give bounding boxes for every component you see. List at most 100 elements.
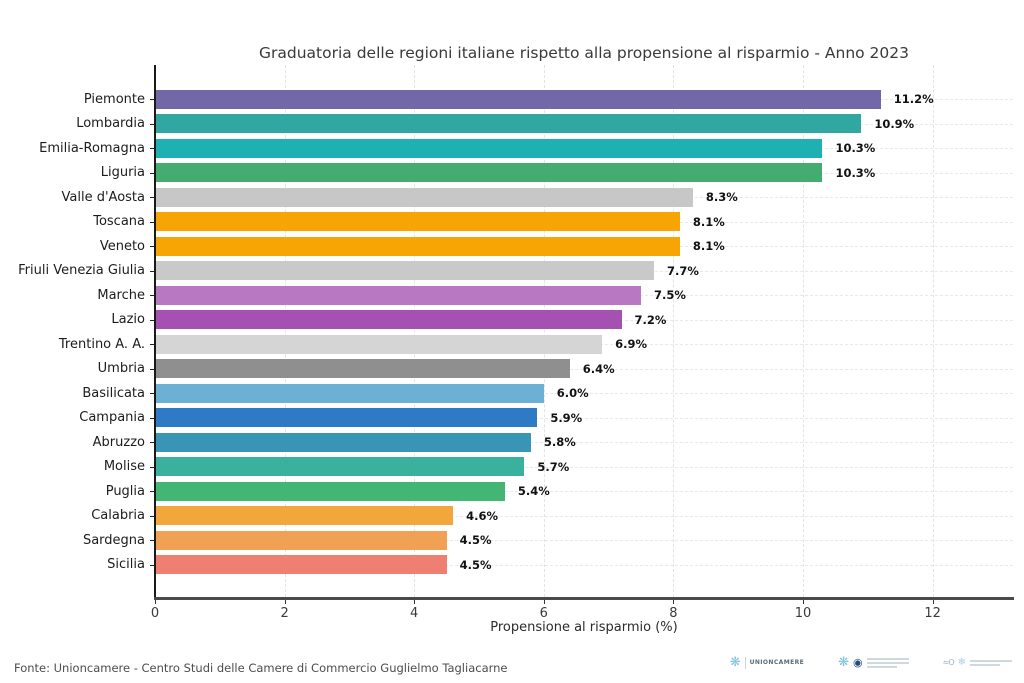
chart-row-toscana: Toscana 8.1% bbox=[93, 210, 1013, 235]
logo-centro-studi: ❋ ◉ bbox=[838, 656, 909, 669]
value-label-calabria: 4.6% bbox=[466, 508, 498, 523]
y-tick-friuli-venezia-giulia bbox=[150, 270, 155, 272]
bar-marche bbox=[155, 285, 641, 305]
chart-row-piemonte: Piemonte 11.2% bbox=[84, 87, 1013, 112]
chart-row-emilia-romagna: Emilia-Romagna 10.3% bbox=[39, 136, 1013, 161]
bar-piemonte bbox=[155, 89, 881, 109]
chart-row-campania: Campania 5.9% bbox=[79, 406, 1013, 431]
chart-row-lombardia: Lombardia 10.9% bbox=[76, 112, 1013, 137]
y-tick-valle-d-aosta bbox=[150, 197, 155, 199]
gridline-x-8 bbox=[673, 65, 675, 597]
y-label-piemonte: Piemonte bbox=[83, 91, 145, 107]
y-label-sardegna: Sardegna bbox=[82, 532, 145, 548]
bar-calabria bbox=[155, 506, 454, 526]
y-label-toscana: Toscana bbox=[93, 214, 145, 230]
y-tick-calabria bbox=[150, 515, 155, 517]
chart-row-valle-d-aosta: Valle d'Aosta 8.3% bbox=[62, 185, 1013, 210]
gridline-y-campania bbox=[155, 417, 1013, 419]
x-tick-4 bbox=[414, 599, 416, 604]
third-partner-text-lines bbox=[970, 659, 1012, 666]
y-tick-abruzzo bbox=[150, 442, 155, 444]
value-label-marche: 7.5% bbox=[654, 288, 686, 303]
chart-row-calabria: Calabria 4.6% bbox=[91, 504, 1013, 529]
logo-third-partner: ≈O ❄ bbox=[943, 656, 1012, 668]
bar-lazio bbox=[155, 310, 622, 330]
y-axis-spine bbox=[154, 65, 156, 597]
chart-row-sardegna: Sardegna 4.5% bbox=[83, 528, 1013, 553]
y-tick-emilia-romagna bbox=[150, 148, 155, 150]
footer-logos: ❋ UNIONCAMERE ❋ ◉ ≈O ❄ bbox=[730, 656, 1012, 669]
bar-emilia-romagna bbox=[155, 138, 823, 158]
gridline-y-basilicata bbox=[155, 393, 1013, 395]
x-tick-6 bbox=[543, 599, 545, 604]
y-label-marche: Marche bbox=[97, 287, 145, 303]
value-label-puglia: 5.4% bbox=[517, 484, 550, 499]
gridline-y-abruzzo bbox=[155, 442, 1013, 444]
y-tick-liguria bbox=[150, 172, 155, 174]
bar-puglia bbox=[155, 481, 505, 501]
value-label-basilicata: 6.0% bbox=[556, 386, 589, 401]
bars-container: Piemonte 11.2% Lombardia 10.9% Emilia-Romagn… bbox=[18, 65, 1013, 597]
chart-row-abruzzo: Abruzzo 5.8% bbox=[93, 430, 1013, 455]
centro-studi-mark-icon: ◉ bbox=[853, 656, 863, 669]
y-tick-campania bbox=[150, 417, 155, 419]
centro-studi-text-lines bbox=[866, 657, 909, 668]
y-label-calabria: Calabria bbox=[91, 508, 145, 524]
bar-sardegna bbox=[155, 530, 447, 550]
y-label-emilia-romagna: Emilia-Romagna bbox=[39, 140, 145, 156]
bar-trentino-a-a bbox=[155, 334, 603, 354]
y-tick-molise bbox=[150, 466, 155, 468]
bar-liguria bbox=[155, 163, 823, 183]
x-tick-label-4: 4 bbox=[410, 606, 419, 621]
value-label-lazio: 7.2% bbox=[634, 312, 667, 327]
bar-toscana bbox=[155, 212, 680, 232]
y-label-veneto: Veneto bbox=[99, 238, 145, 254]
unioncamere-wordmark: UNIONCAMERE bbox=[749, 659, 805, 666]
x-tick-2 bbox=[284, 599, 286, 604]
y-tick-umbria bbox=[150, 368, 155, 370]
unioncamere-flower-icon: ❋ bbox=[729, 655, 741, 670]
value-label-friuli-venezia-giulia: 7.7% bbox=[666, 263, 699, 278]
bar-lombardia bbox=[155, 114, 862, 134]
chart-row-basilicata: Basilicata 6.0% bbox=[82, 381, 1013, 406]
value-label-umbria: 6.4% bbox=[582, 361, 615, 376]
bar-molise bbox=[155, 457, 525, 477]
value-label-trentino-a-a: 6.9% bbox=[615, 337, 648, 352]
y-label-umbria: Umbria bbox=[97, 361, 145, 377]
source-note: Fonte: Unioncamere - Centro Studi delle … bbox=[14, 661, 508, 675]
gridline-x-12 bbox=[932, 65, 934, 597]
y-tick-piemonte bbox=[150, 99, 155, 101]
plot-area: Piemonte 11.2% Lombardia 10.9% Emilia-Romagn… bbox=[18, 65, 1014, 621]
chart-row-liguria: Liguria 10.3% bbox=[101, 161, 1013, 186]
chart-row-veneto: Veneto 8.1% bbox=[100, 234, 1013, 259]
chart-row-umbria: Umbria 6.4% bbox=[98, 357, 1013, 382]
chart-row-puglia: Puglia 5.4% bbox=[106, 479, 1013, 504]
bar-veneto bbox=[155, 236, 680, 256]
value-label-liguria: 10.3% bbox=[835, 165, 876, 180]
third-partner-snowflake-icon: ❄ bbox=[957, 656, 966, 668]
y-tick-toscana bbox=[150, 221, 155, 223]
y-label-lombardia: Lombardia bbox=[76, 116, 145, 132]
y-label-molise: Molise bbox=[103, 459, 145, 475]
gridline-y-umbria bbox=[155, 368, 1013, 370]
x-tick-12 bbox=[932, 599, 934, 604]
y-tick-veneto bbox=[150, 246, 155, 248]
y-label-abruzzo: Abruzzo bbox=[92, 434, 145, 450]
value-label-lombardia: 10.9% bbox=[874, 116, 915, 131]
y-label-valle-d-aosta: Valle d'Aosta bbox=[61, 189, 145, 205]
value-label-campania: 5.9% bbox=[550, 410, 583, 425]
bar-basilicata bbox=[155, 383, 544, 403]
gridline-y-sicilia bbox=[155, 564, 1013, 566]
x-tick-10 bbox=[803, 599, 804, 604]
y-label-puglia: Puglia bbox=[105, 483, 145, 499]
gridline-y-calabria bbox=[155, 515, 1013, 517]
chart-title: Graduatoria delle regioni italiane rispe… bbox=[259, 44, 909, 62]
logo-unioncamere: ❋ UNIONCAMERE bbox=[730, 656, 804, 669]
x-tick-label-10: 10 bbox=[794, 606, 812, 621]
value-label-sicilia: 4.5% bbox=[459, 557, 492, 572]
y-tick-lombardia bbox=[150, 123, 155, 125]
value-label-sardegna: 4.5% bbox=[459, 533, 492, 548]
y-tick-lazio bbox=[150, 319, 155, 321]
x-tick-label-2: 2 bbox=[280, 606, 289, 621]
y-label-lazio: Lazio bbox=[111, 312, 145, 328]
